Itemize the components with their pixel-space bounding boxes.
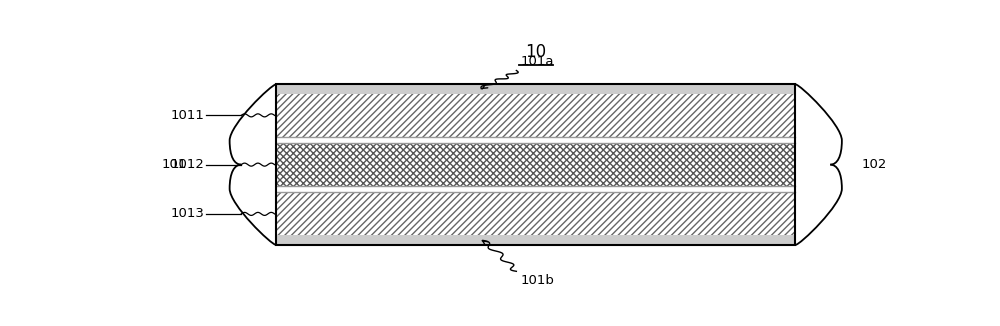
Bar: [276, 235, 795, 245]
Text: 101: 101: [162, 158, 187, 171]
Bar: [276, 143, 795, 186]
Bar: [276, 192, 795, 235]
Text: 1011: 1011: [170, 109, 204, 122]
Bar: [276, 84, 795, 94]
Bar: [276, 84, 795, 245]
Text: 101b: 101b: [520, 274, 554, 287]
Text: 10: 10: [525, 43, 546, 61]
Bar: [276, 84, 795, 245]
Text: 1013: 1013: [170, 207, 204, 220]
Bar: [276, 94, 795, 137]
Text: 1012: 1012: [170, 158, 204, 171]
Text: 102: 102: [861, 158, 887, 171]
Text: 101a: 101a: [520, 55, 554, 68]
